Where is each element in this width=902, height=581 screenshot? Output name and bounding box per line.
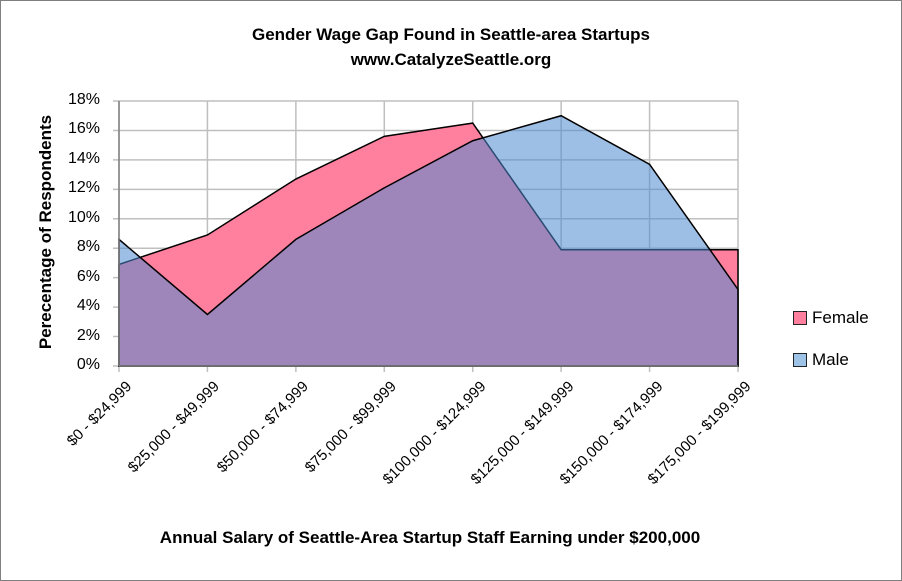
legend-item-female: Female <box>793 297 869 339</box>
y-tick-label: 14% <box>67 149 100 167</box>
chart-title: Gender Wage Gap Found in Seattle-area St… <box>252 25 650 44</box>
x-axis-label: Annual Salary of Seattle-Area Startup St… <box>159 528 701 547</box>
y-tick-label: 10% <box>67 208 100 226</box>
legend-label-female: Female <box>812 308 869 327</box>
legend-label-male: Male <box>812 350 849 369</box>
y-tick-label: 6% <box>76 267 100 285</box>
y-tick-label: 12% <box>67 179 100 197</box>
legend-item-male: Male <box>793 339 869 381</box>
y-tick-label: 8% <box>76 238 100 256</box>
y-tick-label: 18% <box>67 91 100 108</box>
y-tick-label: 16% <box>67 120 100 138</box>
legend: Female Male <box>793 297 869 381</box>
female-swatch-icon <box>793 311 807 325</box>
y-tick-label: 2% <box>76 326 100 344</box>
male-swatch-icon <box>793 353 807 367</box>
male-area <box>118 114 739 367</box>
y-axis-label: Perecentage of Respondents <box>36 114 55 350</box>
y-tick-label: 4% <box>76 297 100 315</box>
y-tick-label: 0% <box>76 356 100 373</box>
chart-subtitle: www.CatalyzeSeattle.org <box>350 50 552 69</box>
